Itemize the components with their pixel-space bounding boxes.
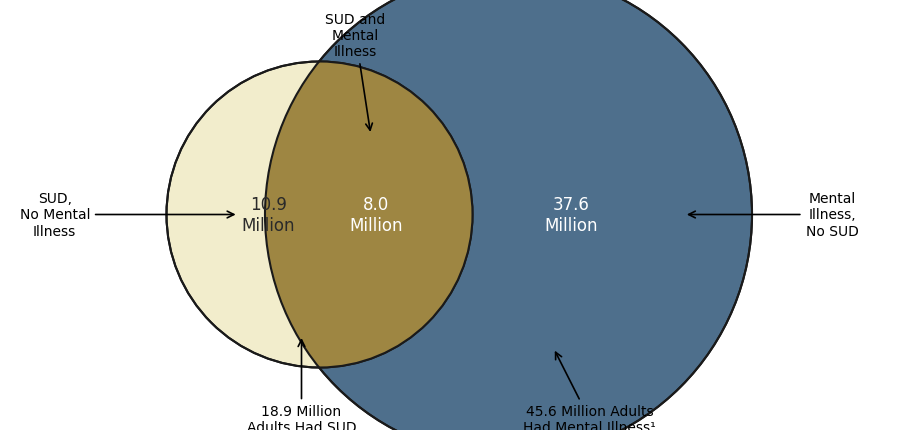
Text: 10.9
Million: 10.9 Million: [241, 196, 295, 234]
Text: SUD,
No Mental
Illness: SUD, No Mental Illness: [20, 192, 234, 238]
Text: SUD and
Mental
Illness: SUD and Mental Illness: [326, 13, 385, 131]
Ellipse shape: [265, 0, 752, 430]
Ellipse shape: [166, 62, 472, 368]
Ellipse shape: [265, 0, 752, 430]
Text: 37.6
Million: 37.6 Million: [544, 196, 598, 234]
Text: 18.9 Million
Adults Had SUD: 18.9 Million Adults Had SUD: [247, 340, 356, 430]
Text: 45.6 Million Adults
Had Mental Illness¹: 45.6 Million Adults Had Mental Illness¹: [523, 353, 656, 430]
Text: 8.0
Million: 8.0 Million: [349, 196, 403, 234]
Text: Mental
Illness,
No SUD: Mental Illness, No SUD: [688, 192, 859, 238]
